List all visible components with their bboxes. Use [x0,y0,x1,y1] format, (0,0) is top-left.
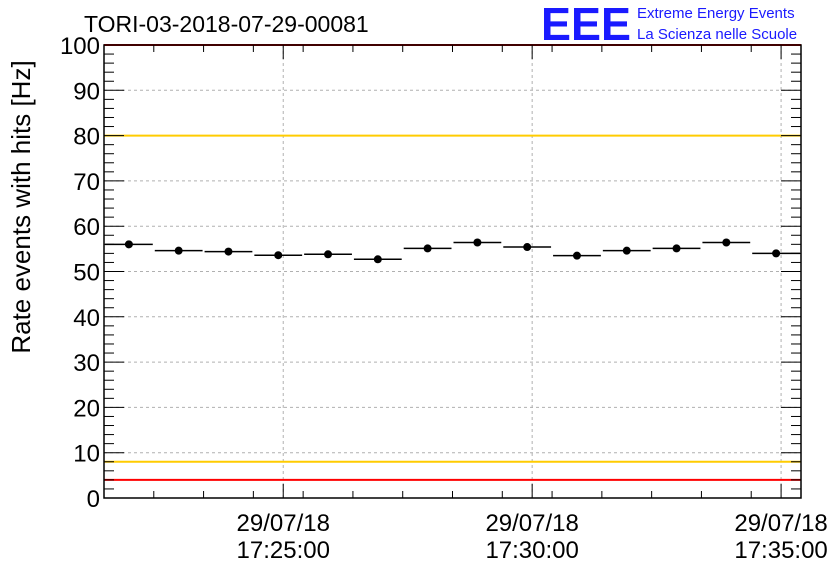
data-point [473,238,482,247]
chart-title: TORI-03-2018-07-29-00081 [84,11,369,37]
data-point [523,243,532,252]
x-tick-date-label: 29/07/18 [485,510,578,537]
y-tick-label: 40 [73,305,100,332]
logo-line-2: La Scienza nelle Scuole [637,26,797,43]
data-point [572,251,581,260]
y-tick-label: 30 [73,350,100,377]
y-tick-label: 90 [73,78,100,105]
x-tick-date-label: 29/07/18 [734,510,827,537]
x-tick-date-label: 29/07/18 [237,510,330,537]
tick-labels: 010203040506070809010029/07/1817:25:0029… [60,33,828,564]
data-point [324,250,333,259]
x-tick-time-label: 17:30:00 [485,537,578,564]
data-point [224,247,233,256]
y-tick-label: 20 [73,395,100,422]
y-tick-label: 100 [60,33,100,60]
eee-logo: EEE Extreme Energy Events La Scienza nel… [541,0,797,50]
y-tick-label: 50 [73,260,100,287]
y-tick-label: 70 [73,169,100,196]
data-point [622,246,631,255]
x-tick-time-label: 17:35:00 [734,537,827,564]
eee-logo-text: EEE [541,0,631,50]
data-point [772,249,781,258]
logo-line-1: Extreme Energy Events [637,5,795,22]
x-tick-time-label: 17:25:00 [237,537,330,564]
y-tick-label: 60 [73,214,100,241]
data-point [423,244,432,253]
plot-frame [103,44,802,499]
y-tick-label: 0 [87,486,100,513]
y-tick-label: 10 [73,441,100,468]
data-point [672,244,681,253]
y-axis-label: Rate events with hits [Hz] [6,60,36,353]
data-point [274,251,283,260]
y-tick-label: 80 [73,124,100,151]
data-series [105,238,800,264]
data-point [174,246,183,255]
data-point [722,238,731,247]
data-point [373,255,382,264]
data-point [124,240,133,249]
